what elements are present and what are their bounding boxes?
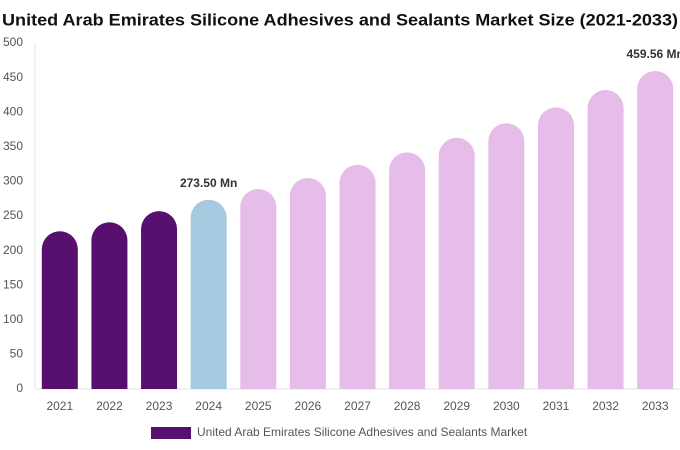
bar [339,164,376,389]
bar [190,199,227,389]
x-tick-label: 2023 [146,399,173,413]
x-tick-label: 2025 [245,399,272,413]
x-tick-label: 2032 [592,399,619,413]
bar [587,90,624,390]
y-tick-label: 0 [16,381,23,395]
y-tick-label: 100 [3,312,23,326]
bar [289,177,326,389]
y-tick-label: 350 [3,139,23,153]
x-tick-label: 2029 [443,399,470,413]
x-tick-label: 2030 [493,399,520,413]
x-tick-label: 2021 [46,399,73,413]
data-label: 273.50 Mn [180,176,237,190]
y-tick-label: 300 [3,174,23,188]
y-tick-label: 450 [3,70,23,84]
x-tick-label: 2024 [195,399,222,413]
legend-swatch [151,427,191,439]
x-tick-label: 2022 [96,399,123,413]
bar [537,107,574,389]
bar [438,137,475,389]
data-label: 459.56 Mn [627,47,680,61]
bar [141,211,178,389]
bar [637,70,674,389]
bar [41,231,78,389]
bar [389,152,426,389]
chart-title: United Arab Emirates Silicone Adhesives … [2,10,678,29]
legend-label: United Arab Emirates Silicone Adhesives … [197,425,528,439]
y-tick-label: 200 [3,243,23,257]
x-tick-label: 2027 [344,399,371,413]
bar [240,189,277,389]
bar [91,222,128,389]
y-tick-label: 50 [10,347,24,361]
x-tick-label: 2028 [394,399,421,413]
y-tick-label: 400 [3,104,23,118]
x-tick-label: 2033 [642,399,669,413]
bar [488,123,525,389]
x-tick-label: 2031 [543,399,570,413]
y-tick-label: 500 [3,35,23,49]
y-tick-label: 150 [3,277,23,291]
y-tick-label: 250 [3,208,23,222]
x-tick-label: 2026 [295,399,322,413]
